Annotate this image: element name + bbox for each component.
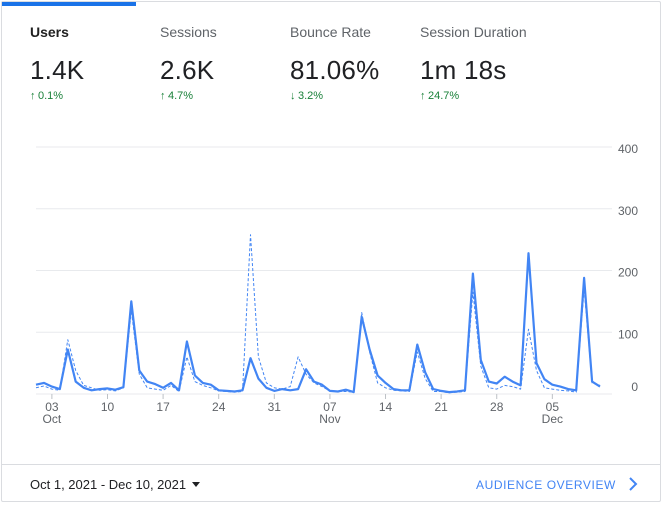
y-tick-label: 100 — [618, 327, 638, 341]
metric-change-value: 0.1% — [38, 90, 64, 102]
x-tick-label: 03 — [45, 400, 59, 414]
x-tick-label: 17 — [156, 400, 170, 414]
metric-change: ↑ 4.7% — [160, 89, 280, 103]
caret-down-icon — [192, 482, 201, 488]
metric-value: 1m 18s — [420, 55, 507, 85]
metric-change: ↑ 24.7% — [420, 89, 560, 103]
metric-session-duration[interactable]: Session Duration 1m 18s ↑ 24.7% — [420, 23, 560, 103]
date-range-label: Oct 1, 2021 - Dec 10, 2021 — [30, 477, 187, 492]
metric-users[interactable]: Users 1.4K ↑ 0.1% — [30, 23, 150, 103]
metric-change-value: 24.7% — [428, 90, 460, 102]
metric-value: 1.4K — [30, 55, 85, 85]
arrow-up-icon: ↑ — [30, 90, 36, 102]
metric-change: ↑ 0.1% — [30, 89, 150, 103]
arrow-up-icon: ↑ — [420, 90, 426, 102]
x-tick-label: 28 — [490, 400, 504, 414]
y-tick-label: 300 — [618, 204, 638, 218]
metric-change: ↓ 3.2% — [290, 89, 410, 103]
metric-value: 81.06% — [290, 55, 380, 85]
date-range-dropdown[interactable]: Oct 1, 2021 - Dec 10, 2021 — [30, 477, 201, 492]
arrow-down-icon: ↓ — [290, 90, 296, 102]
x-tick-label: 10 — [101, 400, 115, 414]
comparison-series-line — [35, 234, 601, 394]
metric-label: Sessions — [160, 24, 217, 40]
metric-sessions[interactable]: Sessions 2.6K ↑ 4.7% — [160, 23, 280, 103]
x-tick-month-label: Oct — [43, 412, 62, 426]
active-tab-indicator — [2, 2, 136, 6]
y-tick-label: 0 — [631, 380, 638, 394]
y-tick-label: 200 — [618, 266, 638, 280]
y-tick-label: 400 — [618, 142, 638, 156]
x-tick-label: 24 — [212, 400, 226, 414]
x-tick-label: 21 — [434, 400, 448, 414]
x-tick-label: 07 — [323, 400, 337, 414]
x-tick-label: 05 — [546, 400, 560, 414]
x-tick-month-label: Dec — [542, 412, 563, 426]
metric-label: Session Duration — [420, 24, 527, 40]
arrow-up-icon: ↑ — [160, 90, 166, 102]
metric-change-value: 3.2% — [298, 90, 324, 102]
chevron-right-icon[interactable] — [626, 476, 640, 492]
metric-label: Bounce Rate — [290, 24, 371, 40]
metric-change-value: 4.7% — [168, 90, 194, 102]
x-tick-month-label: Nov — [319, 412, 340, 426]
card-footer: Oct 1, 2021 - Dec 10, 2021 AUDIENCE OVER… — [2, 464, 660, 504]
x-tick-label: 14 — [379, 400, 393, 414]
x-tick-label: 31 — [268, 400, 282, 414]
metric-bounce-rate[interactable]: Bounce Rate 81.06% ↓ 3.2% — [290, 23, 410, 103]
audience-overview-link[interactable]: AUDIENCE OVERVIEW — [475, 478, 616, 492]
users-series-line — [35, 252, 601, 394]
metric-label: Users — [30, 24, 69, 40]
metric-value: 2.6K — [160, 55, 215, 85]
